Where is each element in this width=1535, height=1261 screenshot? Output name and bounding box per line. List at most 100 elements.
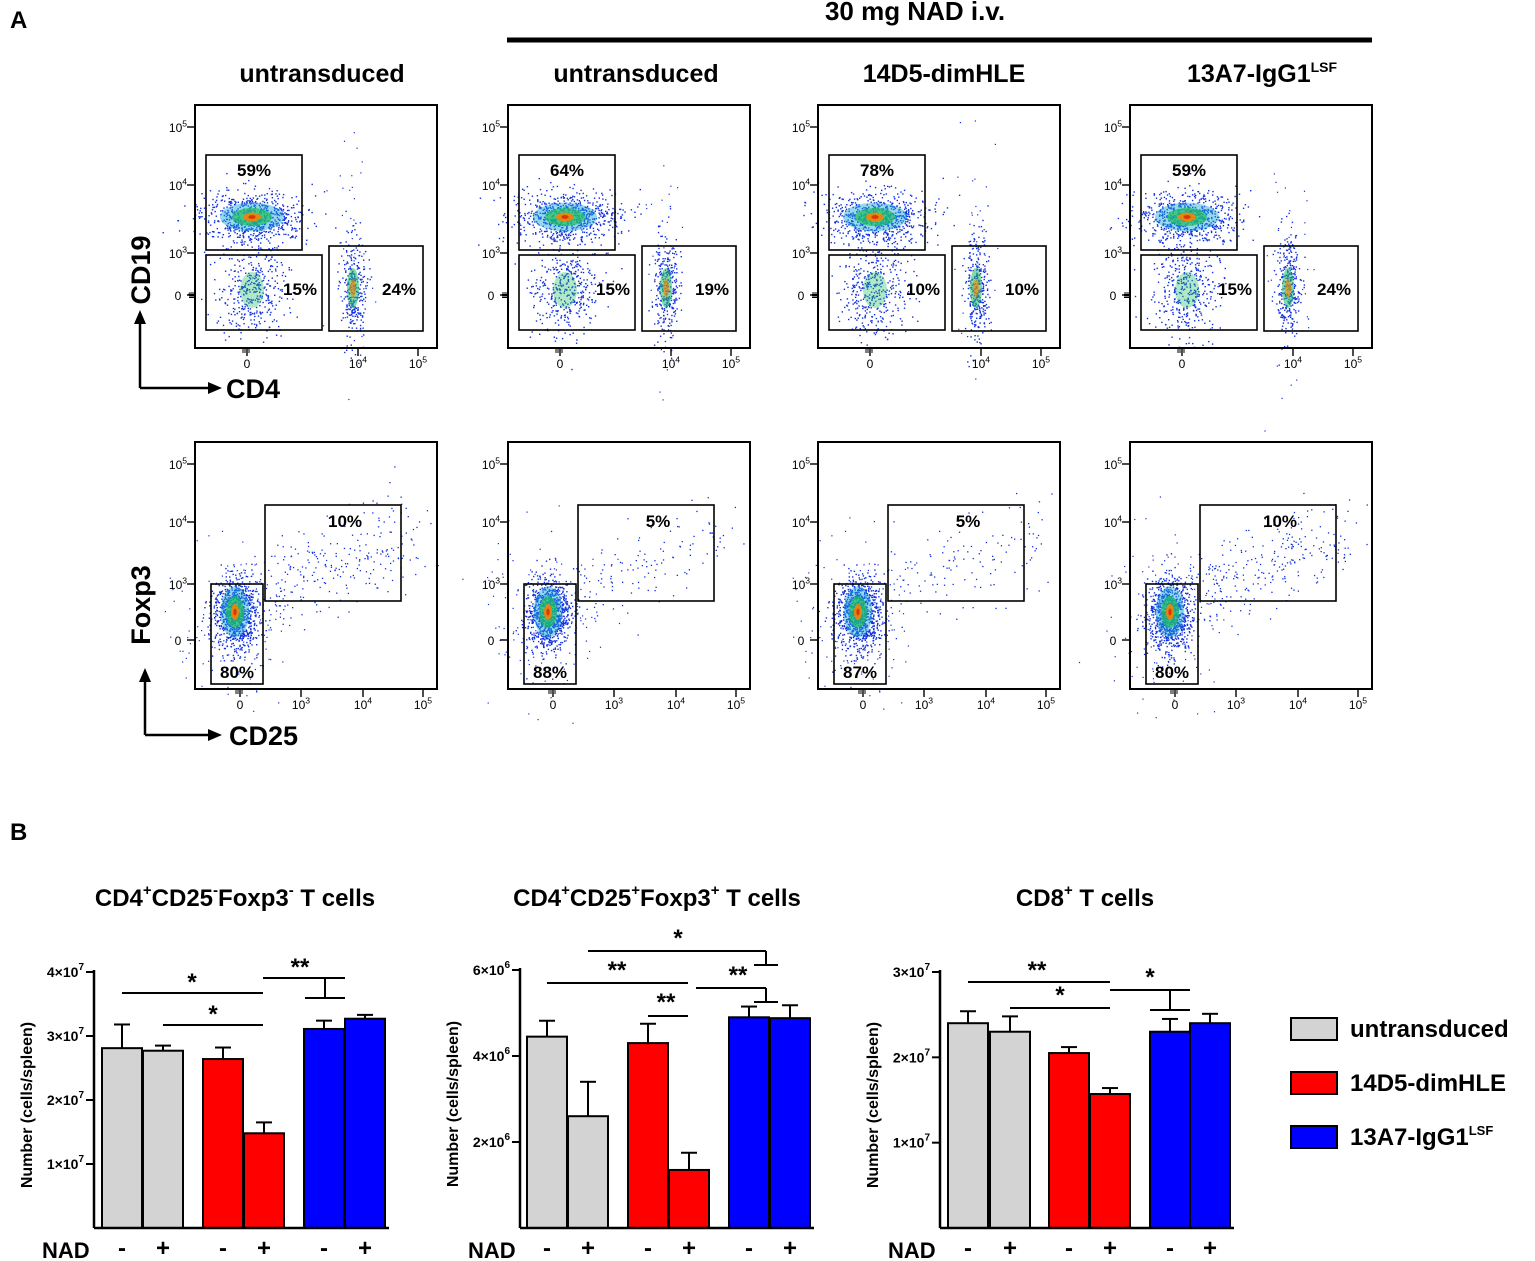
y-tick-label: 0	[798, 634, 805, 648]
chart-title: CD4+CD25-Foxp3- T cells	[95, 882, 375, 912]
x-tick-label: 104	[349, 355, 367, 371]
sig-star: *	[673, 925, 683, 952]
b-cell-3-density-peak	[871, 215, 879, 219]
bar	[567, 1115, 609, 1229]
x-tick-label: 104	[667, 696, 685, 712]
x-tick-label: 104	[972, 355, 990, 371]
gate-pct-treg: 5%	[646, 512, 671, 531]
column-titles: untransduced untransduced 14D5-dimHLE 13…	[239, 59, 1337, 88]
foxp3-cd25-plot-2: 5% 88% 105 104 103 0 0 103 104 105	[462, 441, 751, 724]
y-tick-label: 105	[482, 456, 500, 472]
gate-pct-treg: 5%	[956, 512, 981, 531]
sig-star: *	[1055, 982, 1065, 1009]
gate-pct-double-neg: 15%	[283, 280, 317, 299]
x-tick-label: 104	[662, 355, 680, 371]
cd19-cd4-plot-4: 59% 15% 24% 105 104 103 0 0 104 105	[1104, 104, 1373, 432]
x-tick-label: 0	[550, 698, 557, 712]
y-tick-label: 103	[482, 245, 500, 261]
column-title-4: 13A7-IgG1LSF	[1187, 59, 1338, 88]
y-tick-label: 105	[169, 456, 187, 472]
foxp3-cd25-dots-1	[164, 466, 439, 712]
legend-label-dimhle: 14D5-dimHLE	[1350, 1070, 1506, 1097]
gate-conv	[523, 583, 577, 685]
y-tick-label: 4×106	[473, 1046, 511, 1064]
y-tick-label: 103	[169, 245, 187, 261]
gate-cd4-pos	[951, 245, 1047, 332]
bar	[769, 1017, 811, 1229]
bar-chart-2: CD4+CD25+Foxp3+ T cells 2×106 4×106 6×106 Nu…	[445, 882, 814, 1261]
y-tick-label: 0	[1110, 289, 1117, 303]
y-tick-label: 103	[1104, 576, 1122, 592]
b-cell-1-density-peak	[248, 215, 256, 219]
y-axis-label: Number (cells/spleen)	[865, 1022, 882, 1188]
cd19-cd4-plot-2: 64% 15% 19% 105 104 103 0 0 104 105	[478, 104, 751, 401]
cd4neg-density-1	[240, 272, 264, 308]
bar	[627, 1042, 669, 1229]
plot-frame	[194, 104, 438, 349]
treatment-label: 30 mg NAD i.v.	[825, 0, 1005, 26]
b-cell-2-density-peak	[561, 215, 569, 219]
gate-cd19-pos	[205, 154, 303, 251]
x-tick-label: 0	[1172, 698, 1179, 712]
nad-sign: -	[320, 1235, 328, 1261]
bar	[142, 1049, 184, 1229]
gate-pct-conv: 80%	[1155, 663, 1189, 682]
x-tick-label: 105	[727, 696, 745, 712]
nad-label: NAD	[42, 1238, 90, 1261]
sig-star: *	[208, 1001, 218, 1028]
x-label-cd25: CD25	[229, 721, 298, 751]
y-tick-label: 0	[175, 634, 182, 648]
nad-sign: +	[358, 1235, 372, 1261]
gate-cd4-pos	[1263, 245, 1359, 332]
bar	[101, 1047, 143, 1230]
b-cell-4-density-peak	[1183, 215, 1191, 219]
x-tick-label: 0	[867, 357, 874, 371]
gate-pct-double-neg: 15%	[1218, 280, 1252, 299]
gate-treg	[887, 504, 1025, 602]
bar-chart-3: CD8+ T cells 1×107 2×107 3×107 Number (cells…	[865, 882, 1234, 1261]
bar	[303, 1027, 345, 1229]
x-tick-label: 103	[915, 696, 933, 712]
cd4neg-density-2	[553, 272, 577, 308]
cd4pos-core-2	[663, 279, 669, 297]
chart-title: CD4+CD25+Foxp3+ T cells	[513, 882, 801, 912]
cd4neg-density-3	[863, 272, 887, 308]
x-label-cd4: CD4	[226, 374, 280, 404]
bar	[1189, 1022, 1231, 1230]
nad-sign: +	[1203, 1235, 1217, 1261]
bar	[1048, 1052, 1090, 1229]
foxp3-cd25-plot-1: 10% 80% 105 104 103 0 0 103 104 105	[164, 441, 439, 712]
plot-frame	[817, 104, 1061, 349]
bar	[243, 1132, 285, 1230]
gate-pct-cd4: 24%	[382, 280, 416, 299]
gate-cd19-pos	[518, 154, 616, 251]
gate-conv	[1145, 583, 1199, 685]
cd4pos-core-3	[973, 279, 979, 297]
bar	[344, 1017, 386, 1229]
gate-treg	[577, 504, 715, 602]
foxp3-cd25-plot-4: 10% 80% 105 104 103 0 0 103 104 105	[1078, 441, 1373, 719]
sig-star: **	[291, 954, 310, 981]
conv-t-1-density-peak	[233, 608, 237, 616]
y-tick-label: 103	[1104, 245, 1122, 261]
cd19-cd4-plot-3: 78% 10% 10% 105 104 103 0 0 104 105	[792, 72, 1061, 380]
bar	[989, 1030, 1031, 1229]
gate-pct-double-neg: 10%	[906, 280, 940, 299]
y-tick-label: 2×107	[893, 1047, 931, 1065]
gate-pct-conv: 87%	[843, 663, 877, 682]
nad-sign: -	[644, 1235, 652, 1261]
gate-pct-double-neg: 15%	[596, 280, 630, 299]
gate-pct-cd4: 10%	[1005, 280, 1039, 299]
x-tick-label: 105	[722, 355, 740, 371]
x-tick-label: 105	[1344, 355, 1362, 371]
plot-frame	[1129, 441, 1373, 690]
y-tick-label: 105	[482, 119, 500, 135]
gate-cd19-pos	[1140, 154, 1238, 251]
y-axis-label: Number (cells/spleen)	[19, 1022, 36, 1188]
y-tick-label: 0	[1110, 634, 1117, 648]
sig-star: **	[729, 962, 748, 989]
sig-star: **	[657, 989, 676, 1016]
y-tick-label: 6×106	[473, 960, 511, 978]
nad-sign: +	[1003, 1235, 1017, 1261]
y-tick-label: 3×107	[893, 962, 931, 980]
